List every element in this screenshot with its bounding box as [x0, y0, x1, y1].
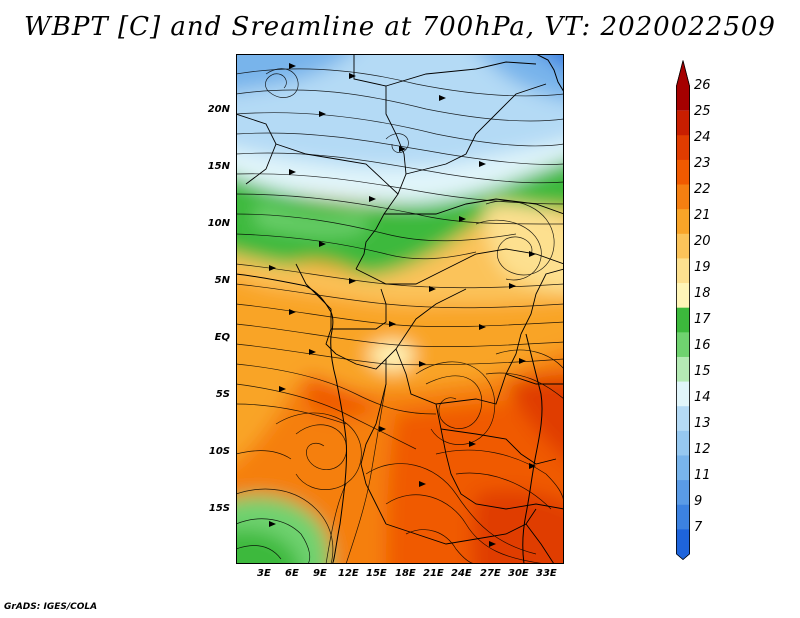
lon-label: 12E	[338, 568, 359, 579]
lon-label: 33E	[536, 568, 557, 579]
lon-label: 30E	[508, 568, 529, 579]
lon-label: 21E	[423, 568, 444, 579]
colorbar-label: 23	[694, 156, 711, 171]
colorbar-swatch	[676, 159, 690, 186]
colorbar-swatch	[676, 504, 690, 530]
lat-label: 10N	[207, 218, 230, 229]
colorbar-swatch	[676, 135, 690, 161]
colorbar-swatch	[676, 406, 690, 432]
streamlines	[236, 68, 564, 564]
colorbar-swatch	[676, 184, 690, 210]
temperature-field	[236, 54, 564, 564]
colorbar-swatch	[676, 480, 690, 506]
colorbar-label: 12	[694, 442, 711, 457]
colorbar-label: 24	[694, 130, 711, 145]
colorbar-swatch	[676, 233, 690, 259]
colorbar-swatch	[676, 307, 690, 333]
colorbar	[676, 60, 690, 560]
colorbar-label: 22	[694, 182, 711, 197]
colorbar-outline	[676, 60, 690, 560]
colorbar-label: 25	[694, 104, 711, 119]
lat-label: EQ	[214, 332, 230, 343]
lat-label: 5N	[214, 275, 230, 286]
colorbar-swatch	[676, 381, 690, 407]
lon-label: 9E	[313, 568, 327, 579]
lat-label: 5S	[215, 389, 230, 400]
colorbar-label: 16	[694, 338, 711, 353]
chart-title: WBPT [C] and Sreamline at 700hPa, VT: 20…	[24, 12, 776, 42]
colorbar-label: 26	[694, 78, 711, 93]
colorbar-swatch	[676, 430, 690, 456]
lat-label: 20N	[207, 104, 230, 115]
colorbar-label: 17	[694, 312, 711, 327]
credit-text: GrADS: IGES/COLA	[4, 602, 98, 612]
colorbar-label: 13	[694, 416, 711, 431]
lat-label: 15S	[208, 503, 230, 514]
colorbar-label: 7	[694, 520, 703, 535]
coastline	[236, 54, 564, 564]
lat-label: 10S	[208, 446, 230, 457]
lat-label: 15N	[207, 161, 230, 172]
colorbar-label: 14	[694, 390, 711, 405]
colorbar-label: 19	[694, 260, 711, 275]
lon-label: 15E	[366, 568, 387, 579]
colorbar-label: 20	[694, 234, 711, 249]
lon-label: 27E	[480, 568, 501, 579]
colorbar-label: 9	[694, 494, 703, 509]
lon-label: 6E	[285, 568, 299, 579]
colorbar-label: 15	[694, 364, 711, 379]
colorbar-label: 11	[694, 468, 711, 483]
colorbar-top-arrow	[676, 60, 690, 111]
streamline-arrowheads	[269, 63, 536, 547]
colorbar-swatch	[676, 455, 690, 481]
lon-label: 24E	[451, 568, 472, 579]
colorbar-swatch	[676, 332, 690, 358]
colorbar-label: 21	[694, 208, 711, 223]
colorbar-swatch	[676, 356, 690, 383]
map-panel	[236, 54, 564, 564]
colorbar-swatch	[676, 209, 690, 235]
colorbar-bottom-arrow	[676, 529, 690, 560]
colorbar-label: 18	[694, 286, 711, 301]
colorbar-swatch	[676, 283, 690, 309]
colorbar-swatch	[676, 258, 690, 284]
country-borders	[236, 54, 564, 564]
lon-label: 3E	[257, 568, 271, 579]
colorbar-swatch	[676, 110, 690, 136]
lon-label: 18E	[395, 568, 416, 579]
